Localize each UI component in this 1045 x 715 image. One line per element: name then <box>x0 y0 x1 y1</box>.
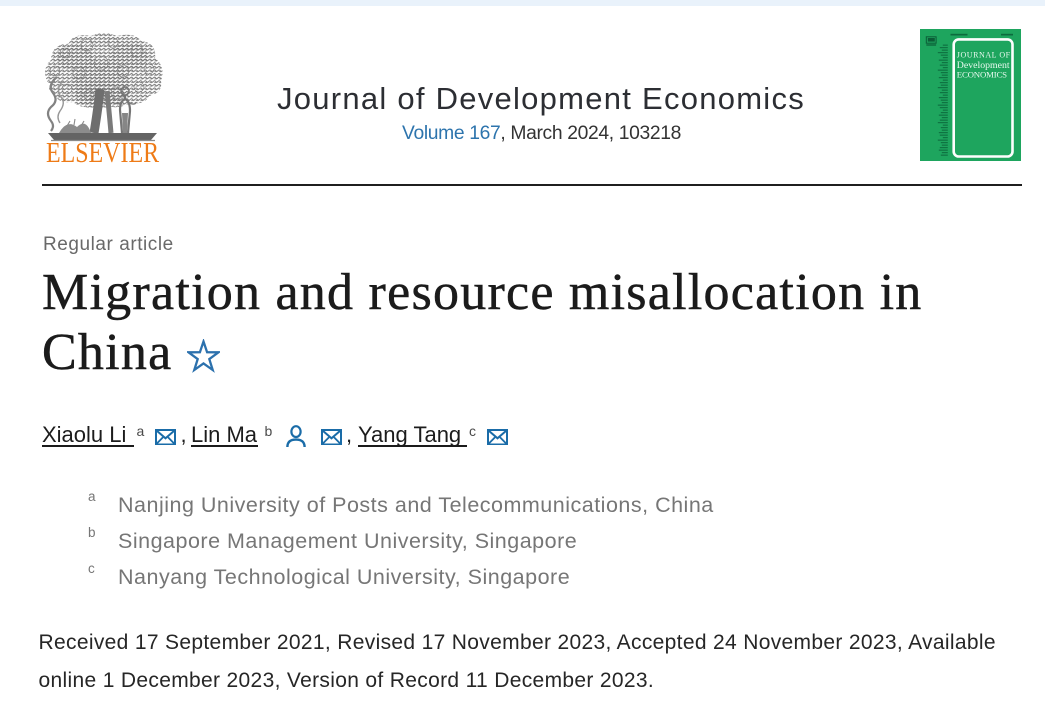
svg-text:ECONOMICS: ECONOMICS <box>957 70 1007 80</box>
svg-text:Development: Development <box>957 60 1010 71</box>
svg-text:JOURNAL OF: JOURNAL OF <box>957 51 1011 60</box>
